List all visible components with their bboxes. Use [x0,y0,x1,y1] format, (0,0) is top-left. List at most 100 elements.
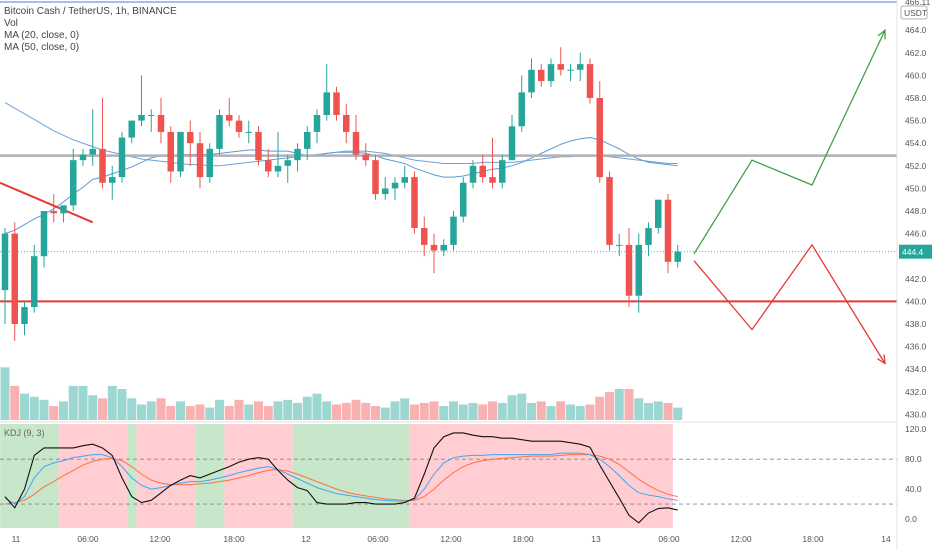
volume-bar [644,402,653,420]
candle-body [460,182,467,217]
volume-bar [517,393,527,420]
candle-body [664,199,672,262]
candle-body [411,177,418,228]
volume-bar [39,399,49,420]
ma20-legend[interactable]: MA (20, close, 0) [4,30,80,41]
last-price-tag [899,244,932,259]
candle-body [235,120,243,132]
volume-bar [400,398,410,420]
volume-bar [497,402,507,420]
time-tick-label: 06:00 [77,534,99,544]
volume-bar [439,406,449,420]
candle-body [284,160,291,166]
candle-body [274,165,282,172]
volume-bar [234,399,244,420]
volume-bar [566,404,575,420]
candle-body [479,165,486,178]
candle-body [60,205,67,214]
candle-body [499,160,506,183]
volume-bar [371,406,380,420]
volume-bar [195,404,205,420]
candle-body [645,227,652,245]
candle-body [625,244,633,296]
candle-body [177,131,184,172]
kdj-j-line [4,432,678,524]
candle-body [323,92,330,115]
candle-body [362,154,369,161]
candle-body [382,188,389,195]
price-tick-label: 464.0 [905,25,927,35]
candle-body [99,148,106,183]
candle-body [206,148,213,178]
volume-bar [468,402,478,420]
price-tick-label: 432.0 [905,387,927,397]
volume-bar [176,401,185,420]
price-tick-label: 446.0 [905,229,927,239]
volume-bar [49,406,59,420]
volume-bar [283,399,293,420]
candle-body [586,64,594,99]
volume-bar [215,399,224,420]
volume-bar [585,404,595,420]
candle-body [547,64,555,82]
candle-body [450,216,457,245]
candle-body [226,114,233,121]
symbol-title[interactable]: Bitcoin Cash / TetherUS, 1h, BINANCE [4,6,177,17]
ma20-line [4,137,678,235]
candle-body [21,307,28,324]
candle-body [89,148,96,155]
currency-label: USDT [904,8,927,18]
ma50-legend[interactable]: MA (50, close, 0) [4,42,80,53]
volume-bar [88,395,98,420]
candle-body [304,131,311,149]
volume-bar [263,406,273,420]
volume-bar [478,404,488,420]
time-tick-label: 11 [12,534,21,544]
last-price-label: 444.4 [902,247,924,257]
candle-body [352,131,360,155]
candle-body [538,69,545,82]
volume-bar [146,401,156,420]
candle-body [313,114,321,132]
volume-bar [68,385,78,420]
volume-bar [624,389,634,420]
candle-body [596,98,603,178]
time-tick-label: 12:00 [149,534,171,544]
candle-body [577,64,584,70]
volume-bar [361,402,371,420]
volume-bar [575,406,585,420]
volume-bar [78,385,88,420]
candle-body [391,182,399,189]
volume-bar [410,404,419,420]
candle-body [557,64,564,70]
volume-bar [137,404,146,420]
volume-bar [29,396,39,420]
volume-legend[interactable]: Vol [4,18,18,29]
price-top-label: 466.11 [905,0,931,7]
volume-bar [605,392,614,420]
volume-bar [380,407,390,420]
volume-bar [20,393,29,420]
volume-bar [556,401,566,420]
time-tick-label: 12:00 [440,534,462,544]
kdj-legend[interactable]: KDJ (9, 3) [4,428,45,438]
time-tick-label: 14 [881,534,891,544]
volume-bar [302,396,312,420]
kdj-k-line [4,452,678,505]
candle-body [167,131,174,172]
volume-bar [429,401,439,420]
volume-bar [536,401,546,420]
candle-body [343,114,350,132]
volume-bar [419,402,429,420]
volume-bar [10,385,20,420]
volume-bar [449,401,458,420]
currency-box[interactable] [900,5,928,20]
volume-bar [614,389,624,420]
volume-bar [322,401,332,420]
candle-body [109,177,116,183]
volume-bar [634,398,644,420]
volume-bar [98,398,107,420]
price-tick-label: 454.0 [905,138,927,148]
